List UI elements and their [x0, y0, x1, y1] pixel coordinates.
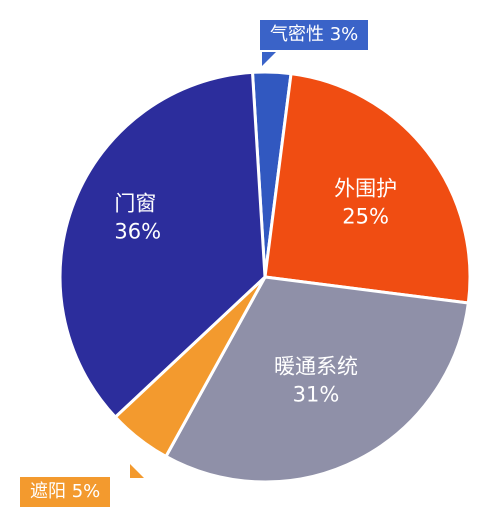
slice-label-value-1: 25% — [342, 204, 389, 228]
pie-slice-4 — [58, 70, 267, 419]
pie-slice-2 — [164, 275, 470, 484]
callout-shading: 遮阳 5% — [20, 477, 111, 507]
callout-airtight-pointer — [262, 52, 276, 66]
pie-slices — [58, 70, 472, 484]
callout-shading-pointer — [130, 464, 144, 478]
callout-airtight: 气密性 3% — [260, 20, 369, 50]
slice-label-name-4: 门窗 — [114, 192, 156, 216]
slice-label-name-1: 外围护 — [334, 176, 397, 200]
pie-labels: 外围护 25% 暖通系统 31% 门窗 36% — [114, 176, 397, 406]
slice-label-value-4: 36% — [114, 220, 161, 244]
pie-slice-1 — [263, 72, 472, 305]
slice-label-value-2: 31% — [293, 383, 340, 407]
slice-label-name-2: 暖通系统 — [274, 355, 358, 379]
